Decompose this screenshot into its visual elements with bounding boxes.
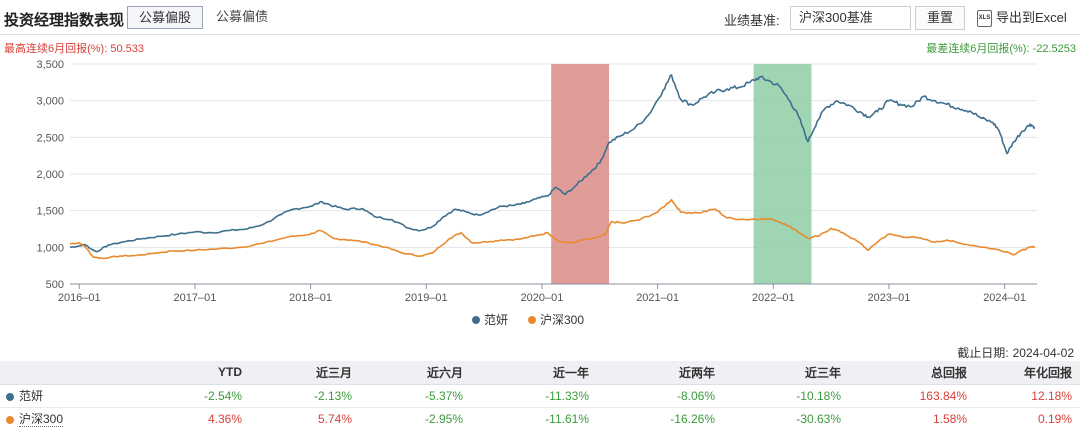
value-cell: -2.54% bbox=[160, 384, 250, 408]
export-label: 导出到Excel bbox=[996, 10, 1067, 25]
benchmark-select[interactable]: 沪深300基准 bbox=[790, 6, 911, 30]
value-cell: 163.84% bbox=[849, 384, 975, 408]
col-header-total[interactable]: 总回报 bbox=[849, 361, 975, 385]
legend-marker bbox=[472, 316, 480, 324]
row-name-cell: 沪深300 bbox=[0, 407, 160, 430]
value-cell: -10.18% bbox=[723, 384, 849, 408]
x-tick-label: 2021–01 bbox=[636, 292, 679, 304]
value-cell: -2.13% bbox=[250, 384, 360, 408]
worst-6m-return-note: 最差连续6月回报(%): -22.5253 bbox=[926, 43, 1076, 55]
reset-button[interactable]: 重置 bbox=[915, 6, 965, 30]
col-header-2y[interactable]: 近两年 bbox=[597, 361, 723, 385]
highlight-best-6m-window bbox=[551, 64, 610, 284]
as-of-value: 2024-04-02 bbox=[1012, 346, 1074, 360]
page-title: 投资经理指数表现 bbox=[4, 12, 125, 29]
col-header-1y[interactable]: 近一年 bbox=[471, 361, 597, 385]
highlight-worst-6m-window bbox=[753, 64, 812, 284]
x-tick-label: 2024–01 bbox=[983, 292, 1026, 304]
legend-label: 沪深300 bbox=[540, 313, 584, 327]
x-tick-label: 2019–01 bbox=[405, 292, 448, 304]
tab-equity-funds[interactable]: 公募偏股 bbox=[127, 6, 204, 29]
y-tick-label: 3,000 bbox=[36, 96, 64, 108]
x-tick-label: 2016–01 bbox=[58, 292, 101, 304]
legend-marker bbox=[528, 316, 536, 324]
series-line-benchmark bbox=[69, 198, 1036, 260]
value-cell: 4.36% bbox=[160, 407, 250, 430]
legend-label: 范妍 bbox=[484, 313, 508, 327]
table-row: 沪深300 4.36% 5.74% -2.95% -11.61% -16.26%… bbox=[0, 407, 1080, 430]
x-tick-label: 2022–01 bbox=[752, 292, 795, 304]
y-tick-label: 2,000 bbox=[36, 169, 64, 181]
y-tick-label: 1,500 bbox=[36, 206, 64, 218]
value-cell: 5.74% bbox=[250, 407, 360, 430]
col-header-6m[interactable]: 近六月 bbox=[360, 361, 471, 385]
header-divider bbox=[0, 34, 1080, 35]
export-excel-button[interactable]: XLS 导出到Excel bbox=[977, 6, 1067, 30]
value-cell: -11.33% bbox=[471, 384, 597, 408]
series-dot-icon bbox=[6, 392, 14, 401]
y-tick-label: 2,500 bbox=[36, 132, 64, 144]
xls-file-icon: XLS bbox=[977, 9, 992, 27]
value-cell: 12.18% bbox=[975, 384, 1080, 408]
as-of-label: 截止日期: bbox=[957, 346, 1009, 360]
table-header-row: YTD 近三月 近六月 近一年 近两年 近三年 总回报 年化回报 bbox=[0, 361, 1080, 385]
row-name: 范妍 bbox=[19, 389, 44, 403]
value-cell: 1.58% bbox=[849, 407, 975, 430]
x-tick-label: 2023–01 bbox=[868, 292, 911, 304]
value-cell: -8.06% bbox=[597, 384, 723, 408]
row-name-link[interactable]: 沪深300 bbox=[19, 412, 64, 427]
header: 投资经理指数表现 公募偏股 公募偏债 业绩基准: 沪深300基准 重置 XLS … bbox=[0, 0, 1080, 34]
as-of-date: 截止日期: 2024-04-02 bbox=[953, 344, 1074, 361]
value-cell: -5.37% bbox=[360, 384, 471, 408]
y-tick-label: 3,500 bbox=[36, 59, 64, 71]
benchmark-label: 业绩基准: bbox=[724, 13, 780, 28]
value-cell: -30.63% bbox=[723, 407, 849, 430]
series-dot-icon bbox=[6, 415, 14, 424]
best-6m-return-note: 最高连续6月回报(%): 50.533 bbox=[4, 43, 144, 55]
col-header-3y[interactable]: 近三年 bbox=[723, 361, 849, 385]
row-name-cell: 范妍 bbox=[0, 384, 160, 408]
y-tick-label: 500 bbox=[46, 279, 64, 291]
col-header-annualized[interactable]: 年化回报 bbox=[975, 361, 1080, 385]
value-cell: -11.61% bbox=[471, 407, 597, 430]
value-cell: -2.95% bbox=[360, 407, 471, 430]
col-header-ytd[interactable]: YTD bbox=[160, 361, 250, 385]
x-tick-label: 2018–01 bbox=[289, 292, 332, 304]
x-tick-label: 2017–01 bbox=[174, 292, 217, 304]
x-tick-label: 2020–01 bbox=[521, 292, 564, 304]
col-header-name bbox=[0, 361, 160, 385]
performance-table: YTD 近三月 近六月 近一年 近两年 近三年 总回报 年化回报 范妍 -2.5… bbox=[0, 361, 1080, 430]
tab-bond-funds[interactable]: 公募偏债 bbox=[216, 9, 269, 24]
col-header-3m[interactable]: 近三月 bbox=[250, 361, 360, 385]
y-tick-label: 1,000 bbox=[36, 242, 64, 254]
table-row: 范妍 -2.54% -2.13% -5.37% -11.33% -8.06% -… bbox=[0, 384, 1080, 408]
performance-line-chart: 500 1,000 1,500 2,000 2,500 3,000 3,500 2016–01… bbox=[36, 59, 1037, 327]
value-cell: -16.26% bbox=[597, 407, 723, 430]
value-cell: 0.19% bbox=[975, 407, 1080, 430]
series-line-manager bbox=[69, 74, 1036, 253]
